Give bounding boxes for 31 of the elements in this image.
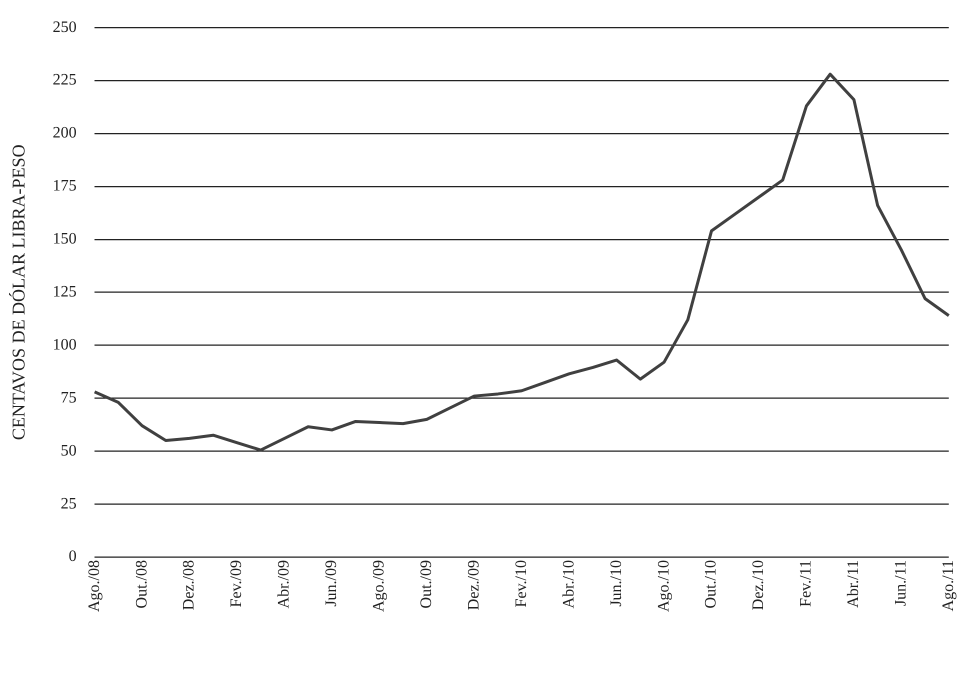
- x-tick-label: Fev./11: [798, 560, 815, 607]
- y-tick-label: 50: [60, 442, 77, 460]
- x-tick-label: Ago./11: [940, 560, 958, 612]
- y-tick-label: 150: [52, 230, 77, 248]
- x-tick-label: Dez./08: [180, 560, 198, 610]
- x-tick-label: Out./09: [418, 560, 435, 608]
- x-tick-label: Jun./11: [892, 560, 910, 606]
- x-tick-label: Fev./10: [512, 560, 530, 608]
- y-tick-label: 75: [60, 389, 77, 406]
- x-tick-label: Fev./09: [228, 560, 246, 608]
- y-tick-label: 25: [60, 495, 77, 512]
- y-tick-label: 200: [52, 124, 77, 142]
- x-tick-label: Ago./08: [86, 560, 103, 612]
- y-tick-label: 100: [52, 336, 77, 354]
- x-tick-label: Out./10: [702, 560, 720, 608]
- x-tick-label: Dez./09: [465, 560, 482, 610]
- x-tick-label: Abr./10: [560, 560, 578, 608]
- y-tick-label: 125: [52, 284, 77, 301]
- y-axis-title: CENTAVOS DE DÓLAR LIBRA-PESO: [8, 144, 29, 440]
- x-tick-label: Dez./10: [750, 560, 768, 610]
- x-tick-label: Abr./09: [276, 560, 293, 608]
- y-tick-label: 175: [52, 178, 77, 195]
- x-tick-label: Jun./09: [323, 560, 340, 607]
- y-tick-label: 225: [52, 72, 77, 89]
- x-tick-label: Ago./10: [655, 560, 672, 612]
- x-tick-label: Ago./09: [370, 560, 388, 612]
- x-tick-label: Jun./10: [608, 560, 625, 607]
- y-tick-label: 0: [68, 548, 77, 566]
- y-tick-label: 250: [52, 18, 77, 36]
- x-tick-label: Out./08: [133, 560, 150, 608]
- x-tick-label: Abr./11: [845, 560, 862, 608]
